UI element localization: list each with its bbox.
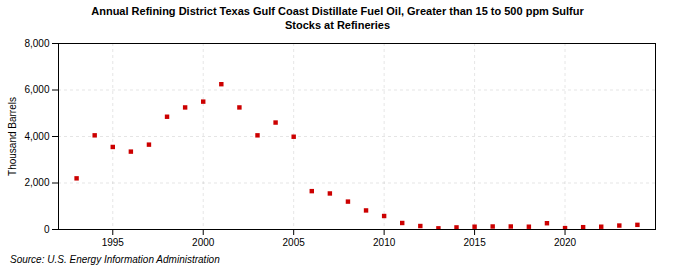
svg-text:2010: 2010 [373, 236, 396, 247]
svg-text:8,000: 8,000 [24, 37, 49, 48]
svg-text:2000: 2000 [192, 236, 215, 247]
svg-text:Thousand Barrels: Thousand Barrels [7, 97, 18, 176]
html-text:Annual Refining District Texas: Annual Refining District Texas Gulf Coas… [91, 5, 584, 32]
svg-text:0: 0 [44, 223, 50, 234]
svg-text:2015: 2015 [463, 236, 486, 247]
svg-text:2020: 2020 [554, 236, 577, 247]
svg-text:2005: 2005 [283, 236, 306, 247]
svg-text:6,000: 6,000 [24, 84, 49, 95]
html-text:Source: U.S. Energy Informatio: Source: U.S. Energy Information Administ… [10, 253, 220, 265]
svg-text:2,000: 2,000 [24, 177, 49, 188]
svg-text:1995: 1995 [102, 236, 125, 247]
svg-text:4,000: 4,000 [24, 130, 49, 141]
